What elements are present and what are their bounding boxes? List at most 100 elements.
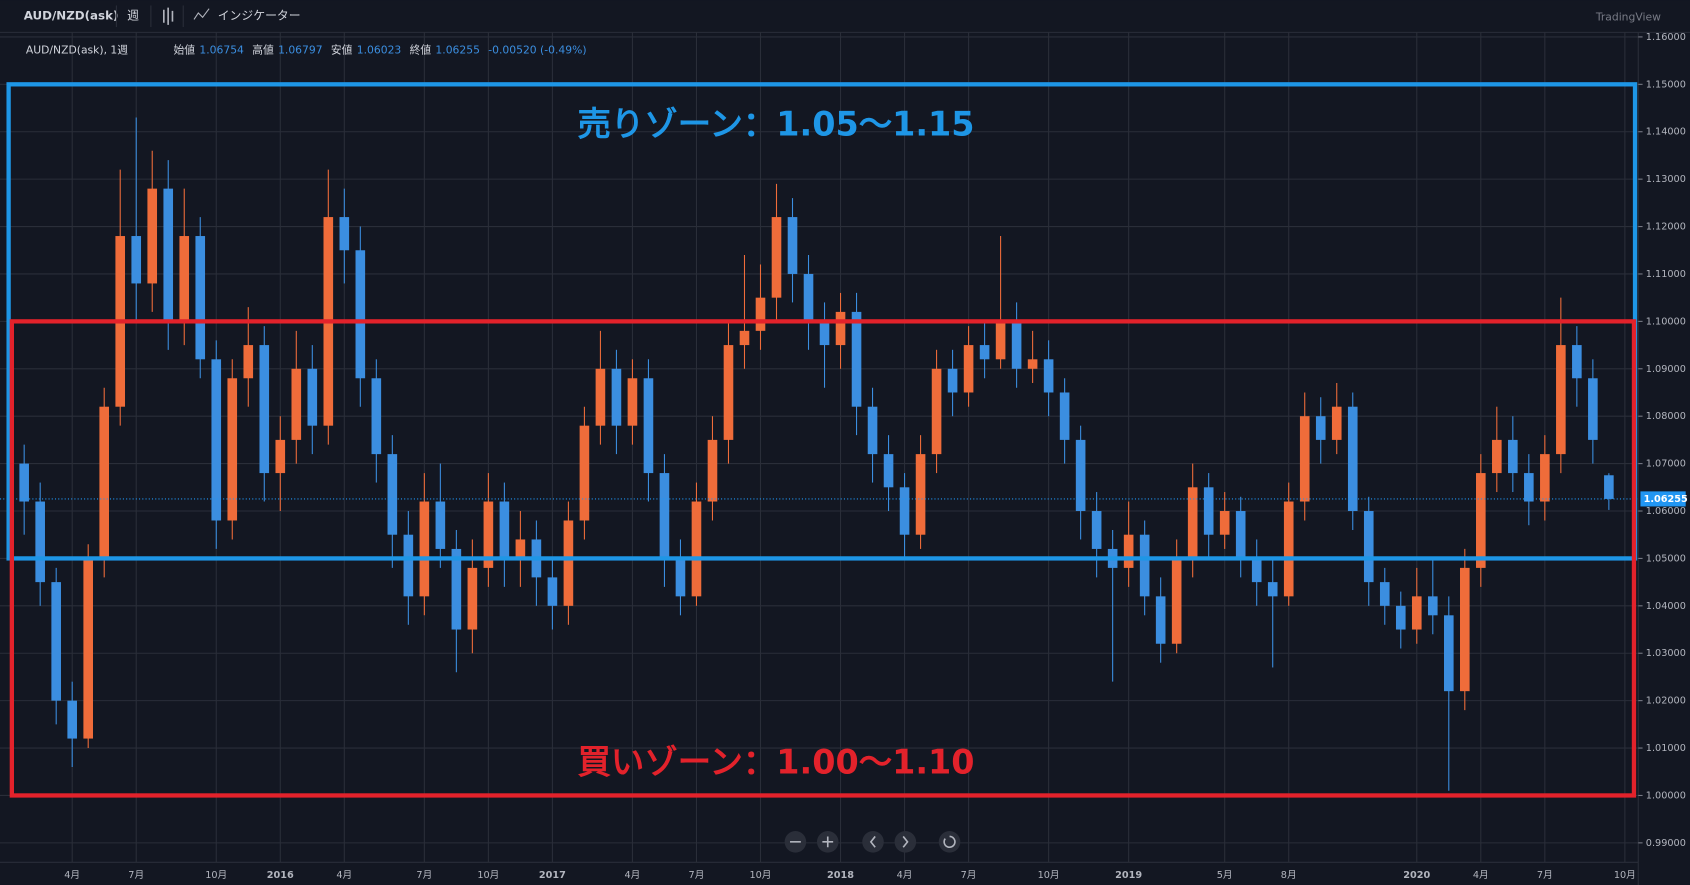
candle-body xyxy=(691,501,702,597)
candle-body xyxy=(563,520,574,606)
icon xyxy=(902,835,909,848)
candle-body xyxy=(179,236,190,322)
x-tick-label: 10月 xyxy=(477,869,499,881)
legend-label: 安値 xyxy=(331,44,353,57)
x-tick-label: 10月 xyxy=(1038,869,1060,881)
last-price-tag xyxy=(1640,491,1686,507)
candle-body xyxy=(51,582,61,701)
candle-body xyxy=(1508,439,1518,474)
candle-body xyxy=(435,501,446,549)
y-tick-label: 0.99000 xyxy=(1646,838,1686,849)
candle-body xyxy=(1059,392,1070,440)
x-tick-label: 7月 xyxy=(961,869,977,881)
candle-body xyxy=(307,368,318,426)
candle-body xyxy=(403,534,414,597)
y-tick-label: 1.16000 xyxy=(1646,32,1686,43)
candle-body xyxy=(1556,345,1566,455)
scroll-right[interactable] xyxy=(894,831,917,853)
x-tick-label: 2017 xyxy=(539,870,566,881)
legend: AUD/NZD(ask), 1週 始値 1.06754 高値 1.06797 安… xyxy=(26,44,587,57)
candle-body xyxy=(1540,454,1550,502)
chart-type-icon[interactable] xyxy=(163,7,174,25)
y-tick-label: 1.13000 xyxy=(1646,174,1686,185)
candle-body xyxy=(1411,596,1422,630)
candle-body xyxy=(643,378,654,474)
candle-body xyxy=(1011,321,1022,369)
x-tick-label: 10月 xyxy=(1614,869,1636,881)
indicator-icon[interactable] xyxy=(193,8,210,20)
candle-body xyxy=(1235,511,1246,559)
x-tick-label: 8月 xyxy=(1281,869,1297,881)
candle-body xyxy=(1091,511,1102,549)
candle-body xyxy=(675,558,686,597)
y-tick-label: 1.04000 xyxy=(1646,601,1686,612)
candle-body xyxy=(1139,534,1150,597)
y-tick-label: 1.06000 xyxy=(1646,506,1686,517)
y-tick-label: 1.11000 xyxy=(1646,269,1686,280)
candle-body xyxy=(883,454,894,488)
x-tick-label: 7月 xyxy=(1537,869,1553,881)
candle-body xyxy=(1443,615,1454,692)
candle-body xyxy=(227,378,238,521)
candle-body xyxy=(851,311,862,407)
candle-body xyxy=(867,406,878,455)
candle-body xyxy=(579,425,590,521)
candle-body xyxy=(1123,534,1134,568)
candle-body xyxy=(1427,596,1438,616)
x-tick-label: 10月 xyxy=(749,869,771,881)
candle-body xyxy=(931,368,942,455)
interval[interactable]: 週 xyxy=(127,9,139,23)
candle-body xyxy=(1604,475,1614,499)
x-tick-label: 4月 xyxy=(1473,869,1489,881)
candle-body xyxy=(1315,416,1326,440)
candle-body xyxy=(83,558,94,739)
brand: TradingView xyxy=(1595,10,1661,23)
zone-label: 売りゾーン：1.05〜1.15 xyxy=(578,105,975,144)
candle-body xyxy=(211,359,222,521)
candle-body xyxy=(1460,567,1470,692)
plot: 0.99000 1.00000 1.01000 1.02000 1.03000 1.040… xyxy=(0,32,1688,885)
scroll-left[interactable] xyxy=(862,831,884,853)
y-tick-label: 1.01000 xyxy=(1646,743,1686,754)
reset[interactable] xyxy=(938,831,961,853)
indicators-button[interactable]: インジケーター xyxy=(218,9,301,23)
candle-body xyxy=(1251,558,1262,583)
y-tick-label: 1.15000 xyxy=(1646,79,1686,90)
legend-title: AUD/NZD(ask), 1週 xyxy=(26,44,128,57)
candle-body xyxy=(1203,487,1214,535)
candle-body xyxy=(387,454,398,535)
candle-body xyxy=(419,501,430,597)
candle-body xyxy=(1588,378,1598,440)
x-tick-label: 2018 xyxy=(827,870,854,881)
x-tick-label: 4月 xyxy=(897,869,913,881)
x-tick-label: 2016 xyxy=(267,870,294,881)
legend-value: 1.06754 xyxy=(199,44,244,57)
y-tick-label: 1.10000 xyxy=(1646,316,1686,327)
symbol[interactable]: AUD/NZD(ask) xyxy=(24,9,119,23)
candle-body xyxy=(1395,605,1406,630)
candle-body xyxy=(1524,473,1534,502)
candle-body xyxy=(1043,359,1054,393)
candle-body xyxy=(835,311,846,346)
x-tick-label: 4月 xyxy=(64,869,80,881)
candle-body xyxy=(659,473,670,559)
candle-body xyxy=(499,501,510,559)
candle-body xyxy=(771,217,782,298)
legend-label: 始値 xyxy=(174,44,196,57)
candle-body xyxy=(1299,416,1310,502)
x-tick-label: 2019 xyxy=(1115,870,1142,881)
nav-buttons xyxy=(784,831,961,853)
candle-body xyxy=(1379,582,1390,606)
candle-body xyxy=(963,345,974,393)
candle-body xyxy=(899,487,910,535)
candle-body xyxy=(803,273,814,322)
candle-body xyxy=(1283,501,1294,597)
candle-body xyxy=(595,368,606,426)
legend-value: 1.06255 xyxy=(435,44,480,57)
candle-body xyxy=(611,368,622,426)
zone-label: 買いゾーン：1.00〜1.10 xyxy=(578,743,975,782)
candle-body xyxy=(355,250,366,379)
candle-body xyxy=(1075,439,1086,512)
candle-body xyxy=(1492,439,1502,474)
